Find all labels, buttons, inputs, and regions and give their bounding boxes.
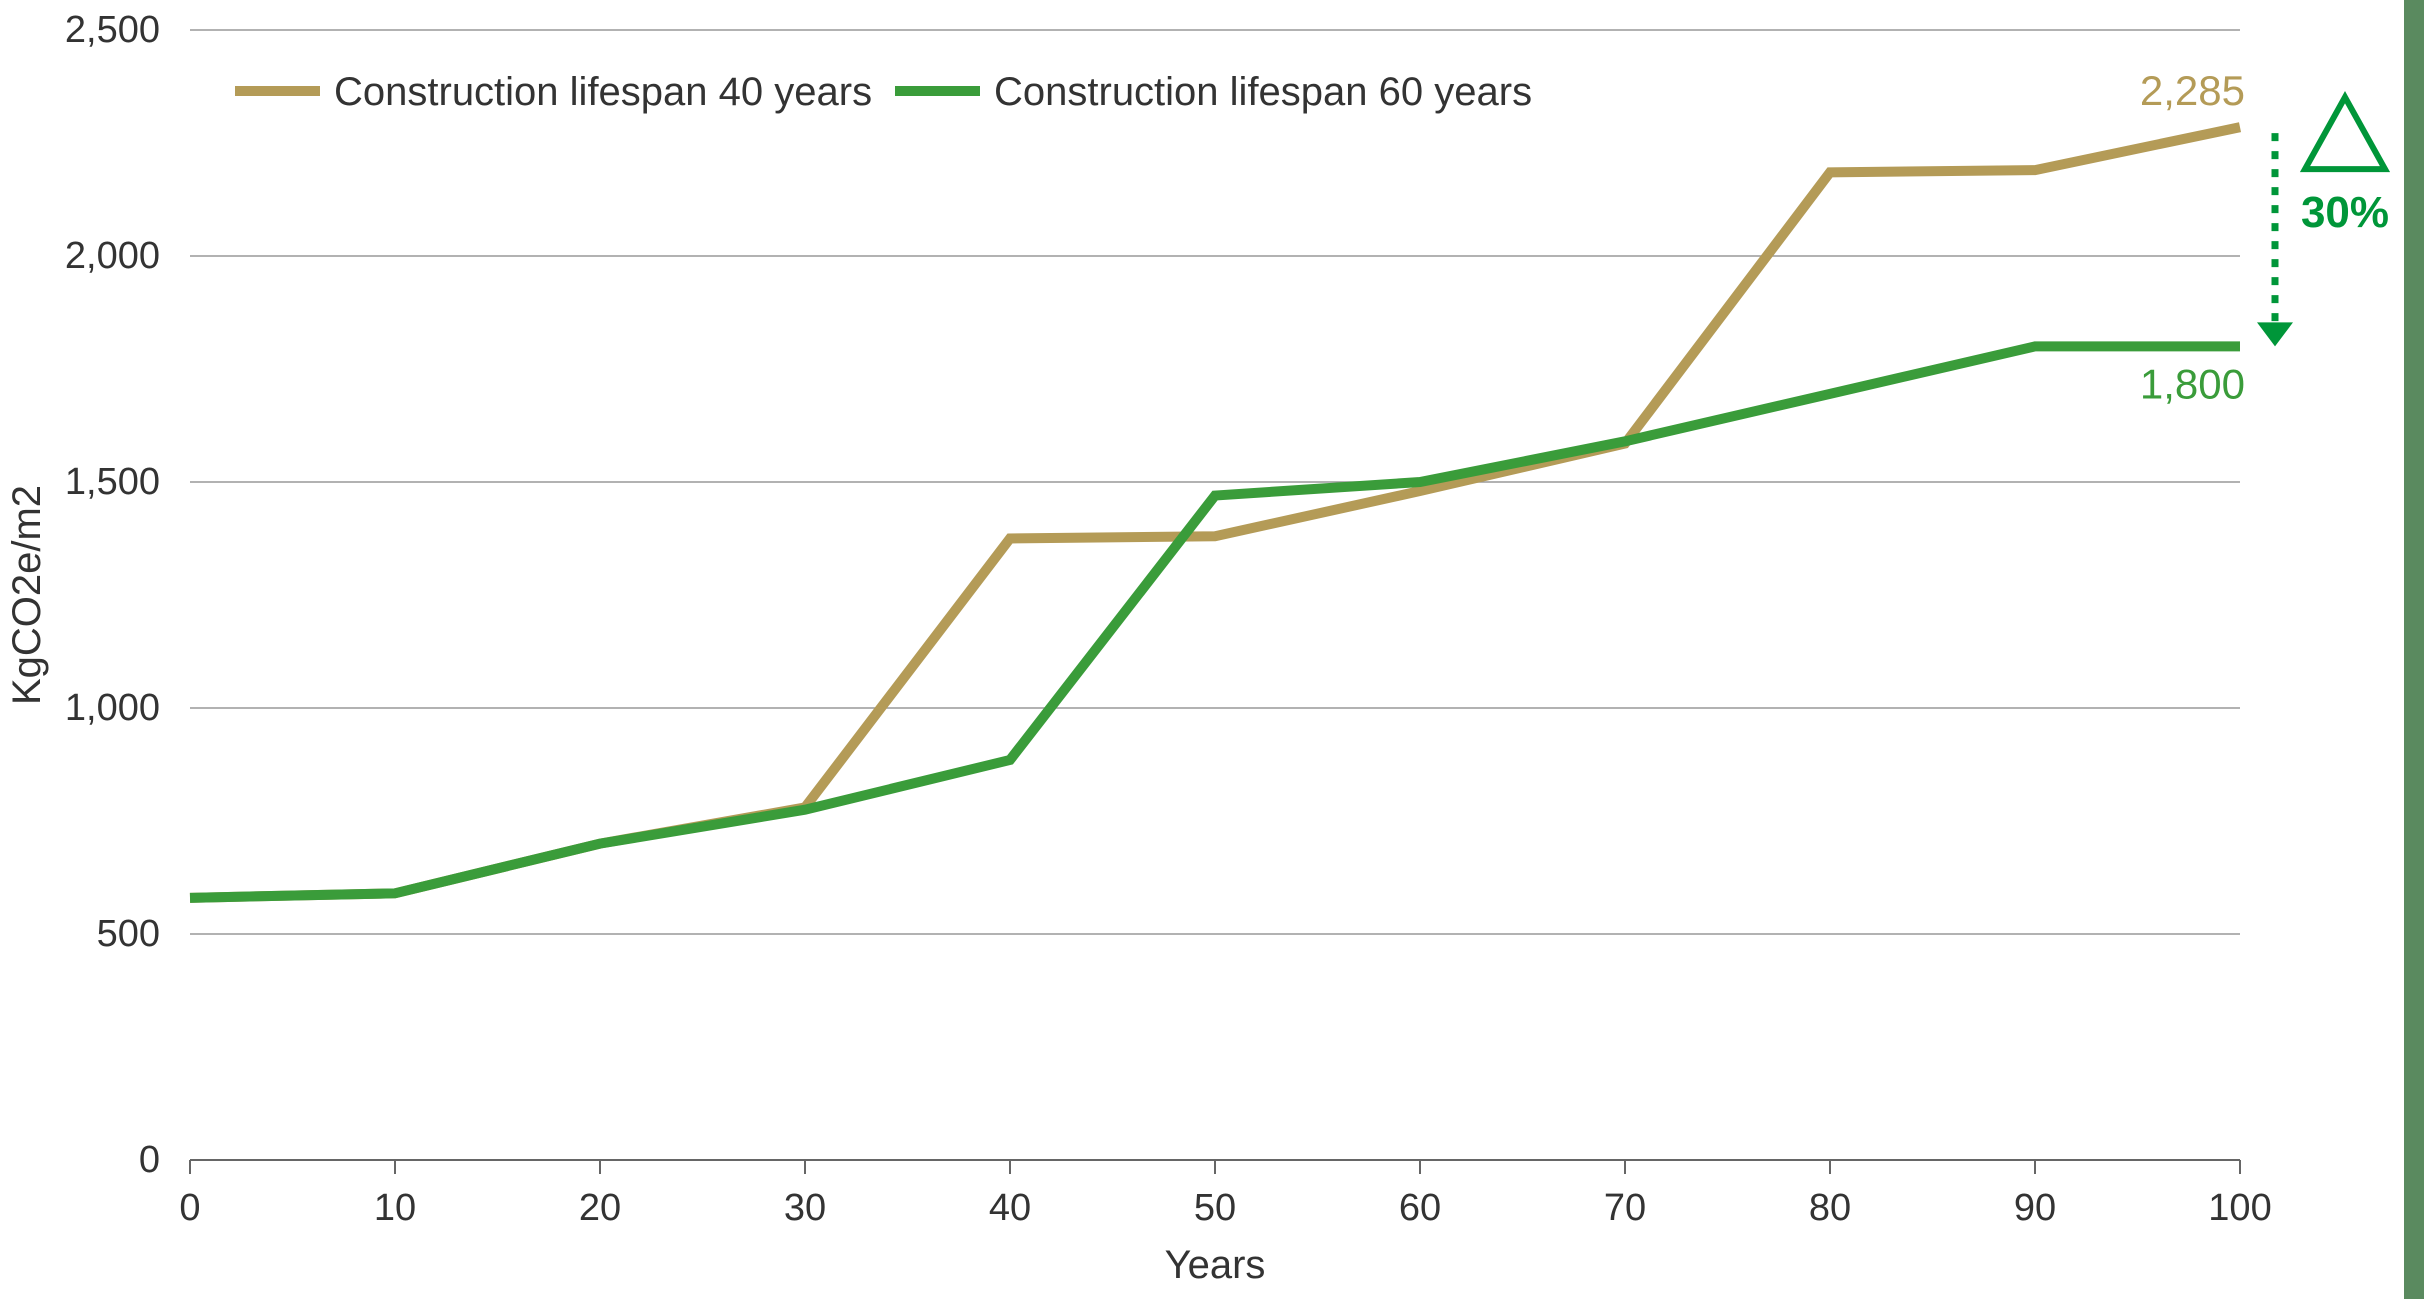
y-tick-label: 0 xyxy=(139,1139,160,1181)
right-edge-bar xyxy=(2404,0,2424,1299)
y-tick-label: 500 xyxy=(97,913,160,955)
y-tick-label: 1,000 xyxy=(65,687,160,729)
x-tick-label: 60 xyxy=(1399,1187,1441,1229)
carbon-lifespan-chart: 0 500 1,000 1,500 2,000 2,500 0 10 20 30 40 50 60 70 8… xyxy=(0,0,2424,1299)
delta-percent-label: 30% xyxy=(2301,188,2389,237)
x-tick-label: 20 xyxy=(579,1187,621,1229)
y-tick-label: 2,000 xyxy=(65,235,160,277)
chart-svg: 0 500 1,000 1,500 2,000 2,500 0 10 20 30 40 50 60 70 8… xyxy=(0,0,2424,1299)
legend-label-1: Construction lifespan 60 years xyxy=(994,70,1532,114)
legend-swatch-0 xyxy=(235,86,320,96)
y-axis-title: KgCO2e/m2 xyxy=(5,485,49,705)
x-tick-label: 50 xyxy=(1194,1187,1236,1229)
legend-swatch-1 xyxy=(895,86,980,96)
legend-label-0: Construction lifespan 40 years xyxy=(334,70,872,114)
x-tick-label: 100 xyxy=(2208,1187,2271,1229)
y-tick-label: 1,500 xyxy=(65,461,160,503)
x-axis-title: Years xyxy=(1165,1243,1266,1287)
chart-background xyxy=(0,0,2424,1299)
x-tick-label: 90 xyxy=(2014,1187,2056,1229)
y-tick-label: 2,500 xyxy=(65,9,160,51)
x-tick-label: 0 xyxy=(179,1187,200,1229)
end-label-60yr: 1,800 xyxy=(2140,360,2245,407)
x-tick-label: 10 xyxy=(374,1187,416,1229)
x-tick-label: 80 xyxy=(1809,1187,1851,1229)
x-tick-label: 30 xyxy=(784,1187,826,1229)
x-tick-label: 70 xyxy=(1604,1187,1646,1229)
x-tick-label: 40 xyxy=(989,1187,1031,1229)
end-label-40yr: 2,285 xyxy=(2140,67,2245,114)
